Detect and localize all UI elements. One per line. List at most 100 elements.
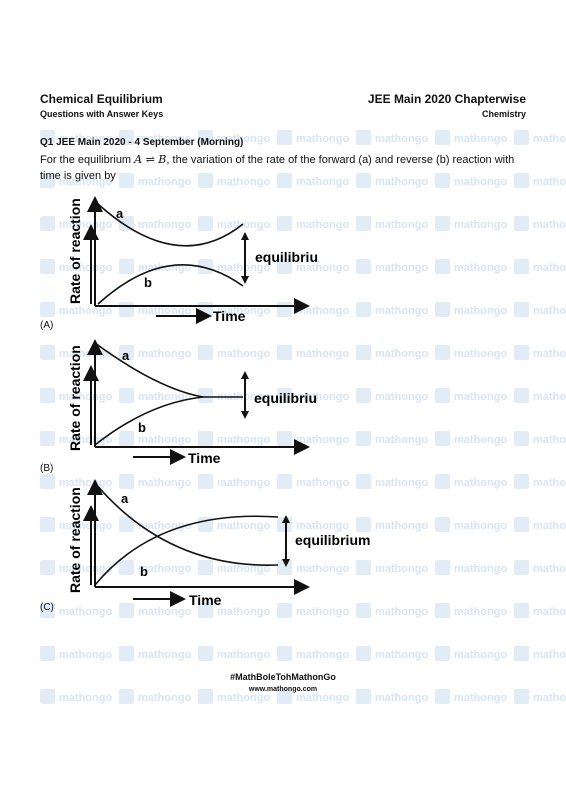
watermark-text: mathongo: [375, 348, 428, 360]
option-c-label[interactable]: (C): [40, 602, 54, 613]
x-axis-label: Time: [189, 592, 222, 608]
watermark-text: mathongo: [375, 692, 428, 704]
watermark-logo-icon: [514, 646, 529, 661]
watermark-text: mathongo: [454, 563, 507, 575]
watermark-logo-icon: [435, 431, 450, 446]
watermark-text: mathongo: [217, 649, 270, 661]
watermark-logo-icon: [356, 302, 371, 317]
watermark-logo-icon: [435, 345, 450, 360]
question-text: For the equilibrium A ⇌ B, the variation…: [40, 152, 530, 184]
watermark-logo-icon: [356, 345, 371, 360]
watermark-text: mathongo: [296, 649, 349, 661]
watermark-logo-icon: [40, 474, 55, 489]
watermark-text: mathongo: [454, 262, 507, 274]
watermark-logo-icon: [119, 646, 134, 661]
question-text-after: , the variation of the rate of the forwa…: [40, 154, 515, 182]
option-a-graph: a b equilibrium Time Rate of reaction: [67, 196, 318, 324]
option-c-graph: a b equilibrium Time Rate of reaction: [67, 479, 370, 608]
curve-a-label: a: [121, 491, 129, 506]
watermark-logo-icon: [514, 216, 529, 231]
watermark-logo-icon: [40, 646, 55, 661]
watermark-logo-icon: [435, 259, 450, 274]
watermark-logo-icon: [356, 431, 371, 446]
watermark-text: mathongo: [533, 348, 566, 360]
watermark-logo-icon: [514, 130, 529, 145]
curve-a: [97, 203, 244, 247]
watermark-text: mathongo: [533, 219, 566, 231]
watermark-text: mathongo: [59, 649, 112, 661]
watermark-logo-icon: [40, 388, 55, 403]
watermark-text: mathongo: [375, 219, 428, 231]
question-heading: Q1 JEE Main 2020 - 4 September (Morning): [40, 137, 244, 148]
watermark-logo-icon: [514, 560, 529, 575]
watermark-text: mathongo: [217, 692, 270, 704]
watermark-text: mathongo: [533, 434, 566, 446]
chapter-subtitle: Questions with Answer Keys: [40, 109, 164, 119]
option-b-graph: a b equilibrium Time Rate of reaction: [67, 339, 318, 466]
watermark-text: mathongo: [138, 692, 191, 704]
watermark-text: mathongo: [454, 520, 507, 532]
watermark-text: mathongo: [454, 219, 507, 231]
watermark-logo-icon: [435, 216, 450, 231]
watermark-logo-icon: [198, 646, 213, 661]
watermark-logo-icon: [40, 302, 55, 317]
watermark-logo-icon: [514, 603, 529, 618]
watermark-text: mathongo: [454, 649, 507, 661]
watermark-logo-icon: [435, 474, 450, 489]
watermark-text: mathongo: [533, 133, 566, 145]
watermark-text: mathongo: [533, 305, 566, 317]
watermark-text: mathongo: [454, 348, 507, 360]
watermark-text: mathongo: [454, 133, 507, 145]
watermark-text: mathongo: [454, 305, 507, 317]
watermark-text: mathongo: [454, 434, 507, 446]
watermark-text: mathongo: [454, 391, 507, 403]
watermark-text: mathongo: [533, 477, 566, 489]
equilibrium-label: equilibrium: [255, 249, 318, 265]
curve-a: [94, 342, 243, 398]
watermark-text: mathongo: [533, 692, 566, 704]
watermark-text: mathongo: [296, 692, 349, 704]
watermark-logo-icon: [514, 345, 529, 360]
watermark-text: mathongo: [454, 477, 507, 489]
series-title: JEE Main 2020 Chapterwise: [367, 92, 526, 106]
watermark-text: mathongo: [375, 262, 428, 274]
y-axis-label: Rate of reaction: [67, 487, 83, 593]
x-axis-label: Time: [213, 308, 246, 324]
equilibrium-label: equilibrium: [254, 390, 318, 406]
watermark-logo-icon: [514, 431, 529, 446]
option-b-label[interactable]: (B): [40, 463, 54, 474]
watermark-logo-icon: [514, 388, 529, 403]
curve-b: [97, 264, 244, 305]
footer-hashtag: #MathBoleTohMathonGo: [230, 672, 336, 682]
watermark-logo-icon: [356, 216, 371, 231]
watermark-logo-icon: [514, 474, 529, 489]
footer-website[interactable]: www.mathongo.com: [248, 686, 318, 693]
curve-b-label: b: [138, 420, 146, 435]
x-axis-label: Time: [188, 450, 221, 466]
watermark-logo-icon: [356, 130, 371, 145]
watermark-text: mathongo: [375, 133, 428, 145]
watermark-logo-icon: [40, 517, 55, 532]
watermark-logo-icon: [40, 259, 55, 274]
watermark-text: mathongo: [533, 649, 566, 661]
watermark-text: mathongo: [533, 606, 566, 618]
watermark-text: mathongo: [454, 606, 507, 618]
watermark-logo-icon: [514, 302, 529, 317]
watermark-text: mathongo: [375, 434, 428, 446]
curve-b-label: b: [140, 564, 148, 579]
curve-b: [94, 396, 204, 446]
watermark-logo-icon: [435, 560, 450, 575]
curve-b: [94, 515, 279, 586]
y-axis-label: Rate of reaction: [67, 345, 83, 451]
watermark-logo-icon: [40, 216, 55, 231]
watermark-logo-icon: [277, 130, 292, 145]
watermark-text: mathongo: [533, 520, 566, 532]
curve-b-label: b: [144, 275, 152, 290]
watermark-logo-icon: [40, 345, 55, 360]
watermark-logo-icon: [514, 259, 529, 274]
equilibrium-label: equilibrium: [295, 532, 370, 548]
option-a-label[interactable]: (A): [40, 320, 54, 331]
watermark-text: mathongo: [375, 391, 428, 403]
watermark-text: mathongo: [533, 262, 566, 274]
watermark-logo-icon: [435, 603, 450, 618]
